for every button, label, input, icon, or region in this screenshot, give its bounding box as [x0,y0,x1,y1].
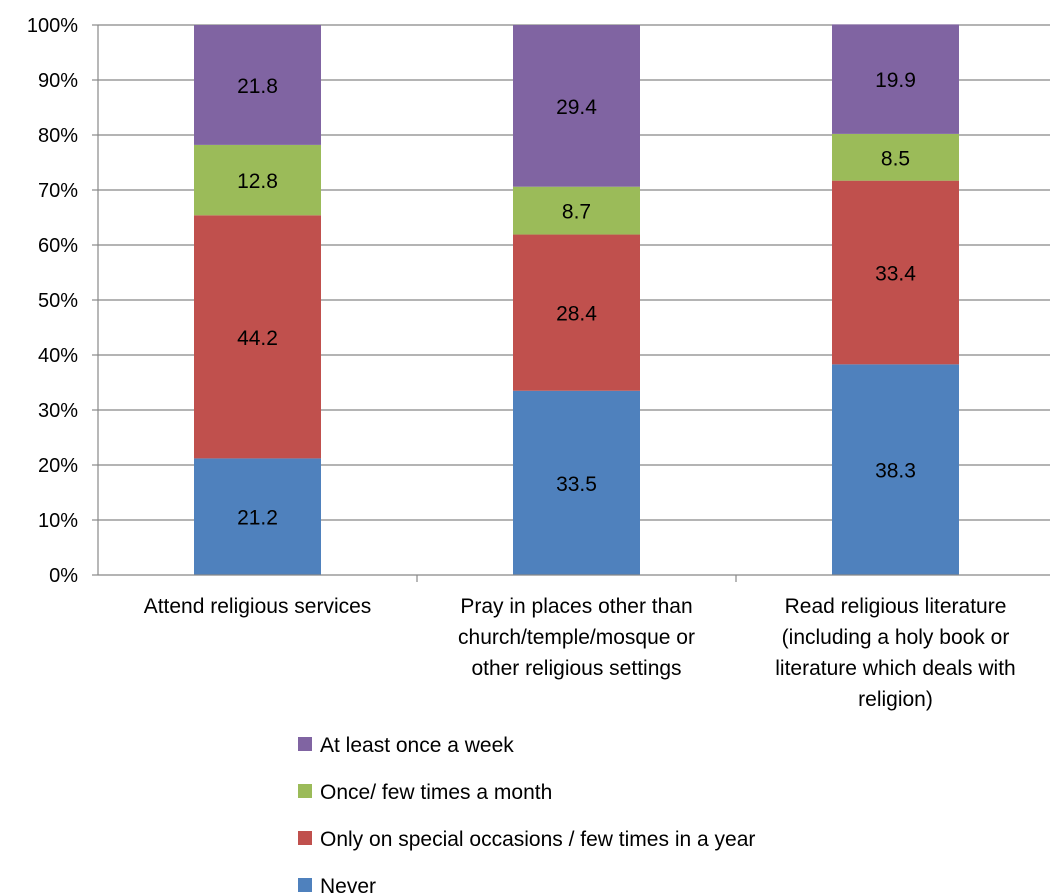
x-axis-category-labels: Attend religious services Pray in places … [144,595,1016,711]
bar-segment [513,390,640,575]
x-category-label: Read religious literature (including a ho… [775,595,1015,711]
bar-segment [513,25,640,187]
y-tick-label: 50% [38,290,78,312]
legend-label: Once/ few times a month [320,781,552,804]
bar-data-label: 12.8 [237,170,278,193]
y-tick-label: 90% [38,70,78,92]
y-tick-label: 0% [49,565,78,587]
bar-segment [832,364,959,575]
legend-label: At least once a week [320,734,514,757]
y-tick-label: 100% [27,15,78,37]
legend-item: Only on special occasions / few times in… [298,828,755,851]
bar-segment [832,133,959,181]
bar-segment [513,186,640,235]
legend-item: At least once a week [298,734,514,757]
bar-segment [194,215,321,459]
y-tick-label: 10% [38,510,78,532]
legend-swatch [298,737,312,751]
legend-label: Never [320,875,376,894]
legend: At least once a week Once/ few times a mo… [298,734,755,894]
bar-segment [194,144,321,216]
axes [92,24,1050,582]
bar-data-label: 29.4 [556,96,597,119]
y-tick-label: 60% [38,235,78,257]
y-axis-tick-labels: 0% 10% 20% 30% 40% 50% 60% 70% 80% 90% 100% [27,15,78,587]
bar-segment [832,24,959,134]
bar-segment [194,25,321,145]
bar-data-label: 21.8 [237,75,278,98]
bar-data-label: 33.4 [875,263,916,286]
legend-swatch [298,831,312,845]
legend-swatch [298,878,312,892]
legend-item: Never [298,875,376,894]
legend-item: Once/ few times a month [298,781,552,804]
bars: 21.2 44.2 12.8 21.8 33.5 28.4 8.7 29.4 38.3 33.4 8… [194,24,959,575]
bar-data-label: 8.5 [881,147,910,170]
bar-data-label: 28.4 [556,303,597,326]
bar-segment [832,180,959,365]
legend-swatch [298,784,312,798]
bar-data-label: 8.7 [562,201,591,224]
bar-segment [194,458,321,575]
y-tick-label: 30% [38,400,78,422]
bar-data-label: 19.9 [875,69,916,92]
bar-data-label: 33.5 [556,473,597,496]
y-tick-label: 20% [38,455,78,477]
y-tick-label: 40% [38,345,78,367]
y-tick-label: 80% [38,125,78,147]
legend-label: Only on special occasions / few times in… [320,828,755,851]
y-tick-label: 70% [38,180,78,202]
x-category-label: Attend religious services [144,595,372,618]
bar-data-label: 38.3 [875,460,916,483]
bar-data-label: 21.2 [237,507,278,530]
bar-segment [513,234,640,391]
x-category-label: Pray in places other than church/temple/m… [458,595,695,680]
bar-data-label: 44.2 [237,327,278,350]
